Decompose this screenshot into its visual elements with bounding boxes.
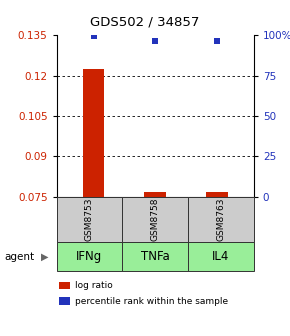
Text: GSM8753: GSM8753 (85, 198, 94, 241)
Point (215, 39, 219, 44)
Text: GSM8758: GSM8758 (151, 198, 160, 241)
Text: percentile rank within the sample: percentile rank within the sample (75, 297, 228, 305)
Text: GDS502 / 34857: GDS502 / 34857 (90, 15, 200, 28)
Text: ▶: ▶ (41, 252, 48, 262)
Point (153, 39, 157, 44)
Text: TNFa: TNFa (141, 250, 170, 263)
Point (91, 33, 96, 39)
Text: agent: agent (4, 252, 35, 262)
Text: IFNg: IFNg (76, 250, 103, 263)
Text: log ratio: log ratio (75, 281, 113, 290)
Bar (206, 192, 228, 197)
Text: GSM8763: GSM8763 (216, 198, 225, 241)
Text: IL4: IL4 (212, 250, 230, 263)
Bar (83, 69, 104, 197)
Bar (144, 192, 166, 197)
